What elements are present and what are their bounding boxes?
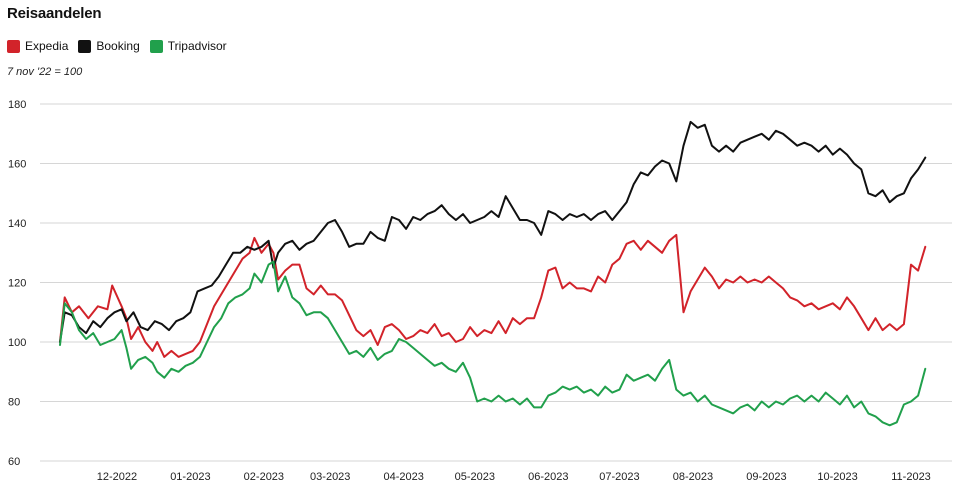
- legend-swatch-tripadvisor: [149, 39, 163, 53]
- legend-label-expedia: Expedia: [25, 39, 69, 53]
- series-line-tripadvisor: [59, 260, 927, 427]
- x-tick-label-09-2023: 09-2023: [746, 471, 786, 483]
- legend: Expedia Booking Tripadvisor: [7, 39, 227, 53]
- legend-item-expedia: Expedia: [7, 39, 68, 53]
- x-tick-label-08-2023: 08-2023: [673, 471, 713, 483]
- chart-subtitle: 7 nov '22 = 100: [7, 66, 83, 78]
- legend-label-booking: Booking: [96, 39, 140, 53]
- legend-item-tripadvisor: Tripadvisor: [149, 39, 227, 53]
- series-line-booking: [59, 120, 927, 343]
- y-tick-label-140: 140: [8, 218, 26, 230]
- x-tick-label-12-2022: 12-2022: [97, 471, 137, 483]
- legend-item-booking: Booking: [78, 39, 140, 53]
- series-line-expedia: [59, 233, 927, 358]
- x-tick-label-04-2023: 04-2023: [384, 471, 424, 483]
- x-tick-label-02-2023: 02-2023: [244, 471, 284, 483]
- legend-swatch-expedia: [7, 39, 20, 53]
- y-tick-label-60: 60: [8, 456, 20, 468]
- y-tick-label-160: 160: [8, 159, 26, 171]
- x-tick-label-01-2023: 01-2023: [170, 471, 210, 483]
- x-tick-label-07-2023: 07-2023: [599, 471, 639, 483]
- x-tick-label-06-2023: 06-2023: [528, 471, 568, 483]
- y-tick-label-180: 180: [8, 99, 26, 111]
- y-tick-label-120: 120: [8, 278, 26, 290]
- x-tick-label-03-2023: 03-2023: [310, 471, 350, 483]
- x-tick-label-05-2023: 05-2023: [455, 471, 495, 483]
- y-tick-label-80: 80: [8, 397, 20, 409]
- x-tick-label-11-2023: 11-2023: [891, 471, 931, 483]
- legend-swatch-booking: [78, 39, 92, 53]
- x-tick-label-10-2023: 10-2023: [817, 471, 857, 483]
- y-tick-label-100: 100: [8, 337, 26, 349]
- chart-title: Reisaandelen: [7, 5, 102, 22]
- legend-label-tripadvisor: Tripadvisor: [167, 39, 227, 53]
